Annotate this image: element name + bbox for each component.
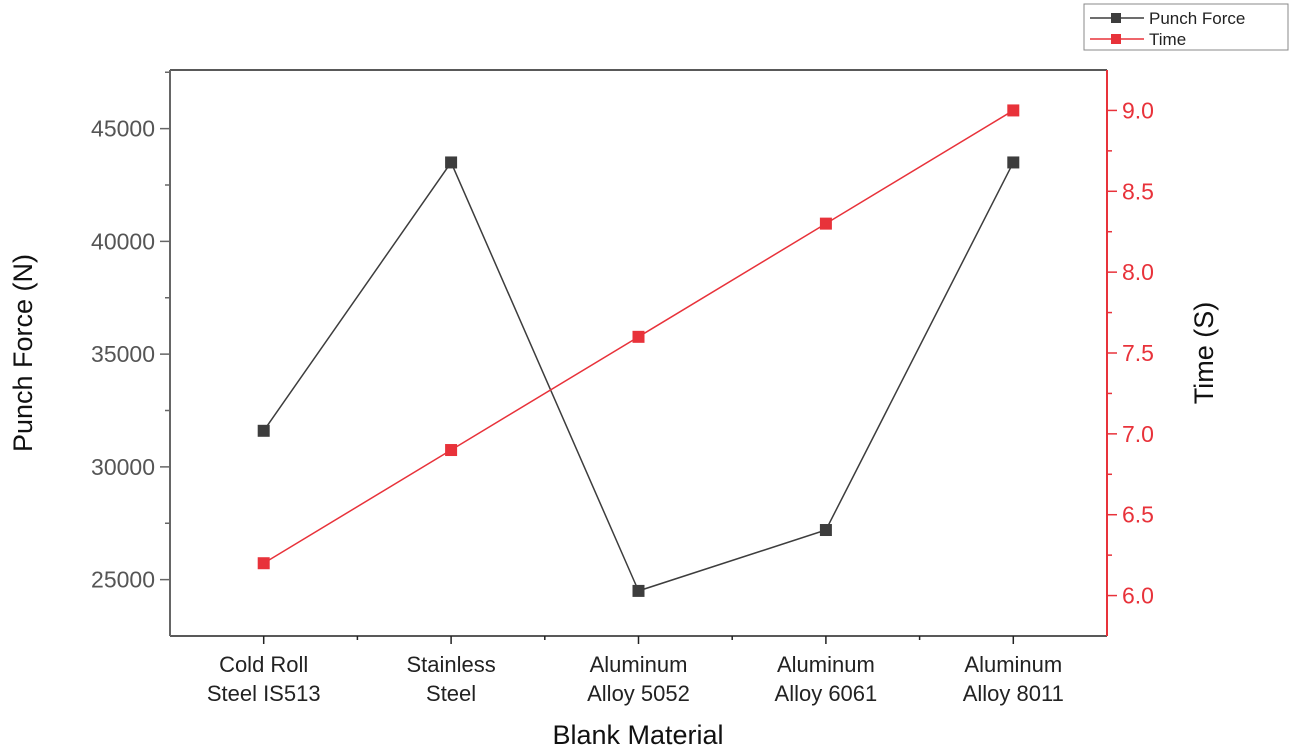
legend-marker-punch-force [1111, 13, 1121, 23]
x-tick-label: Steel IS513 [207, 681, 321, 706]
x-tick-label: Alloy 5052 [587, 681, 690, 706]
punch-force-point [819, 524, 832, 537]
y2-tick-label: 8.5 [1122, 178, 1154, 204]
time-point [632, 330, 645, 343]
y2-axis-label: Time (S) [1189, 302, 1219, 405]
y-axis-label: Punch Force (N) [8, 254, 38, 452]
punch-force-point [632, 584, 645, 597]
x-tick-label: Steel [426, 681, 476, 706]
punch-force-line [263, 160, 1014, 592]
x-axis-label: Blank Material [552, 720, 723, 749]
punch-force-point [445, 156, 458, 169]
y-tick-label: 40000 [91, 228, 155, 254]
y2-tick-label: 6.0 [1122, 583, 1154, 609]
x-tick-label: Aluminum [590, 652, 688, 677]
time-point [257, 557, 270, 570]
y2-tick-label: 7.0 [1122, 421, 1154, 447]
x-tick-label: Stainless [406, 652, 495, 677]
legend-label-punch-force: Punch Force [1149, 9, 1245, 28]
y-tick-label: 45000 [91, 116, 155, 142]
legend-label-time: Time [1149, 30, 1186, 49]
y-tick-label: 30000 [91, 454, 155, 480]
x-tick-label: Aluminum [964, 652, 1062, 677]
legend-marker-time [1111, 34, 1121, 44]
x-tick-label: Alloy 6061 [775, 681, 878, 706]
y2-tick-label: 7.5 [1122, 340, 1154, 366]
x-tick-label: Cold Roll [219, 652, 308, 677]
y2-tick-label: 9.0 [1122, 97, 1154, 123]
punch-force-point [1007, 156, 1020, 169]
x-tick-label: Aluminum [777, 652, 875, 677]
y-tick-label: 25000 [91, 567, 155, 593]
time-point [819, 217, 832, 230]
x-tick-label: Alloy 8011 [963, 681, 1064, 706]
y2-tick-label: 8.0 [1122, 259, 1154, 285]
punch-force-point [257, 424, 270, 437]
y-tick-label: 35000 [91, 341, 155, 367]
legend: Punch Force Time [1083, 3, 1289, 51]
y2-tick-label: 6.5 [1122, 502, 1154, 528]
time-point [1007, 104, 1020, 117]
time-point [445, 444, 458, 457]
